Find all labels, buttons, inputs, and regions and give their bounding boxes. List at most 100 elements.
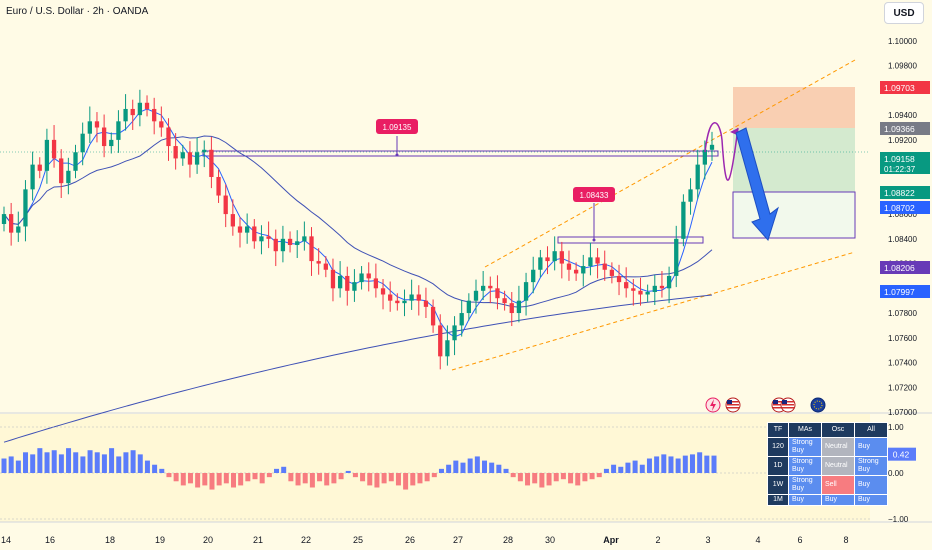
x-tick-label: 8 — [843, 535, 848, 545]
price-axis-label — [880, 81, 930, 94]
oscillator-bar — [582, 473, 588, 482]
oscillator-bar — [417, 473, 423, 484]
x-tick-label: 21 — [253, 535, 263, 545]
candle-body — [230, 214, 235, 227]
candle-body — [402, 300, 407, 304]
oscillator-tick-label: −1.00 — [888, 515, 909, 524]
candle-body — [559, 251, 564, 264]
oscillator-bar — [446, 464, 452, 473]
oscillator-bar — [87, 450, 93, 473]
oscillator-bar — [8, 456, 14, 473]
symbol-title[interactable]: Euro / U.S. Dollar · 2h · OANDA — [6, 6, 149, 17]
candle-body — [302, 236, 307, 242]
price-axis-label — [880, 186, 930, 199]
oscillator-bar — [109, 448, 115, 473]
candle-body — [645, 292, 650, 295]
oscillator-bar — [15, 460, 21, 473]
oscillator-value: 0.42 — [893, 450, 910, 460]
table-header-osc: Osc — [821, 422, 855, 438]
oscillator-bar — [639, 464, 645, 473]
oscillator-bar — [152, 464, 158, 473]
candle-body — [366, 273, 371, 279]
oscillator-bar — [360, 473, 366, 482]
x-tick-label: 20 — [203, 535, 213, 545]
price-annotation-box[interactable] — [573, 187, 615, 202]
table-header-all: All — [854, 422, 888, 438]
oscillator-bar — [223, 473, 229, 484]
table-header-mas: MAs — [788, 422, 822, 438]
oscillator-bar — [496, 464, 502, 473]
oscillator-bar — [517, 473, 523, 482]
candle-body — [438, 325, 443, 357]
candle-body — [481, 285, 486, 291]
oscillator-bar — [166, 473, 172, 478]
oscillator-bar — [711, 455, 717, 473]
lightning-event-icon[interactable] — [705, 397, 721, 413]
oscillator-bar — [58, 454, 64, 473]
technical-rating-table: TF MAs Osc All 120 Strong Buy Neutral Bu… — [767, 422, 888, 506]
oscillator-bar — [130, 450, 136, 473]
candle-body — [502, 298, 507, 304]
candle-body — [44, 139, 50, 171]
candle-body — [616, 275, 622, 283]
candle-body — [152, 108, 157, 122]
candle-body — [116, 121, 121, 140]
oscillator-bar — [596, 473, 602, 478]
row-mas: Strong Buy — [788, 475, 822, 495]
candle-body — [509, 303, 514, 314]
candle-body — [223, 195, 228, 215]
x-tick-label: 19 — [155, 535, 165, 545]
candle-body — [388, 294, 393, 301]
price-annotation-label: 1.09135 — [383, 123, 412, 132]
row-osc: Sell — [821, 475, 855, 495]
candle-body — [516, 300, 522, 314]
currency-button[interactable]: USD — [884, 2, 924, 24]
x-tick-label: 25 — [353, 535, 363, 545]
oscillator-bar — [180, 473, 186, 486]
oscillator-bar — [317, 473, 323, 482]
oscillator-bar — [388, 473, 394, 482]
oscillator-bar — [654, 456, 660, 473]
candle-body — [316, 261, 321, 264]
oscillator-bar — [424, 473, 430, 482]
candle-body — [545, 257, 550, 262]
candle-body — [23, 189, 28, 227]
price-axis-label — [880, 201, 930, 214]
price-axis-label — [880, 152, 930, 174]
projection-curve — [704, 122, 739, 181]
oscillator-bar — [187, 473, 193, 484]
eu-flag-icon[interactable] — [810, 397, 826, 413]
x-tick-label: 3 — [705, 535, 710, 545]
oscillator-tick-label: 1.00 — [888, 423, 904, 432]
candle-body — [416, 294, 421, 301]
oscillator-bar — [288, 473, 294, 482]
oscillator-bar — [410, 473, 416, 486]
oscillator-bar — [689, 454, 695, 473]
us-flag-icon[interactable] — [780, 397, 796, 413]
candle-body — [180, 152, 185, 159]
candle-body — [144, 102, 150, 109]
candle-body — [166, 127, 171, 147]
oscillator-bar — [625, 462, 631, 473]
candle-body — [30, 164, 35, 190]
candle-body — [373, 278, 379, 289]
oscillator-bar — [697, 452, 703, 473]
price-annotation-box[interactable] — [376, 119, 418, 134]
oscillator-bar — [367, 473, 373, 486]
oscillator-bar — [352, 473, 358, 478]
candle-body — [466, 300, 471, 314]
oscillator-bar — [632, 460, 638, 473]
row-osc: Neutral — [821, 456, 855, 476]
oscillator-bar — [324, 473, 330, 486]
us-flag-icon[interactable] — [725, 397, 741, 413]
oscillator-bar — [101, 454, 107, 473]
oscillator-bar — [682, 455, 688, 473]
price-axis-label — [880, 261, 930, 274]
candle-body — [631, 288, 636, 291]
oscillator-bar — [195, 473, 201, 488]
candle-body — [674, 238, 679, 276]
oscillator-bar — [230, 473, 236, 488]
oscillator-bar — [116, 456, 122, 473]
oscillator-bar — [259, 473, 265, 484]
